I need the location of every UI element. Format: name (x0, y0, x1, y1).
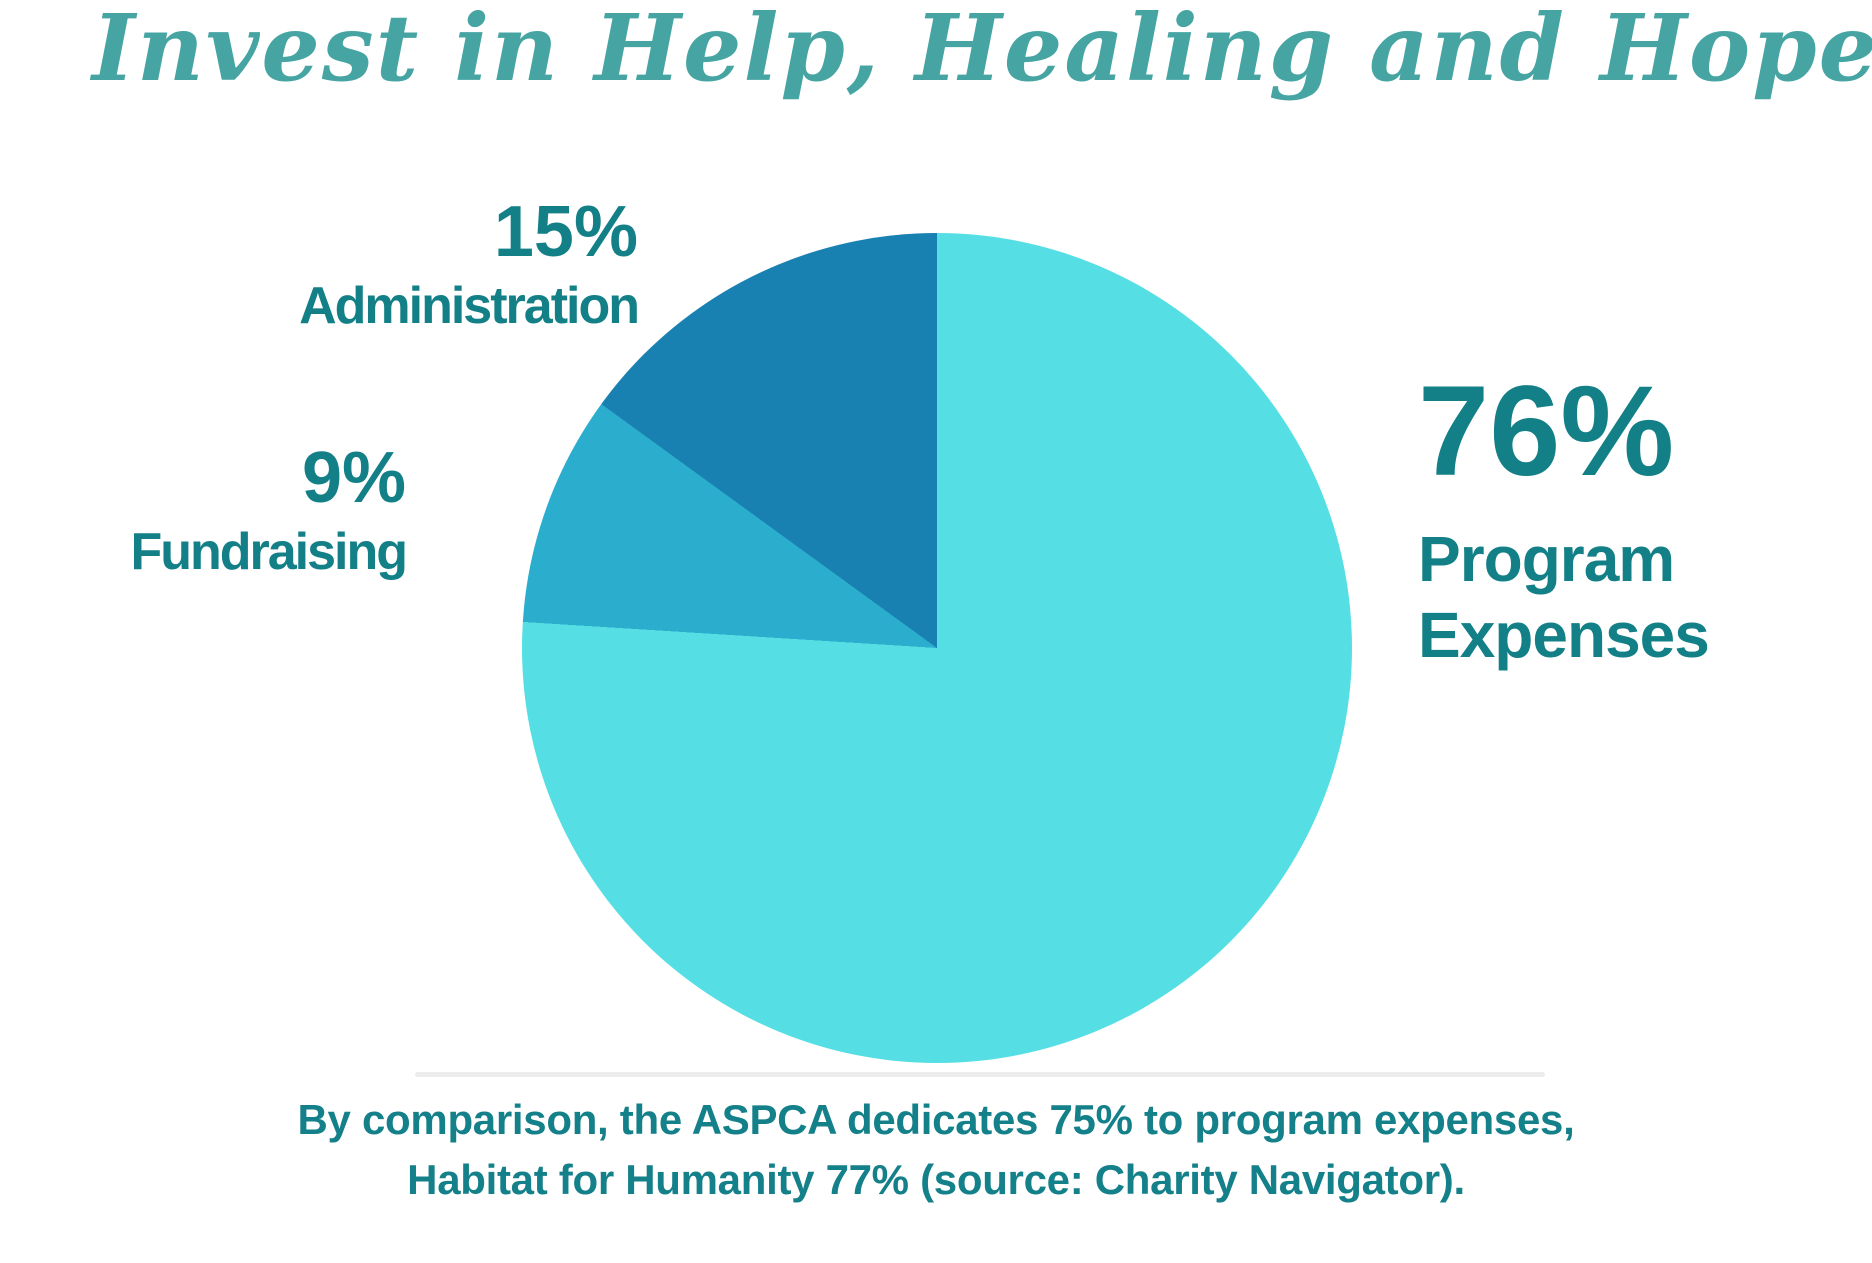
page-title: Invest in Help, Healing and Hope (92, 0, 1872, 102)
comparison-footer: By comparison, the ASPCA dedicates 75% t… (0, 1090, 1872, 1209)
program-label-line1: Program (1418, 523, 1675, 595)
callout-administration: 15% Administration (299, 192, 640, 335)
callout-program-expenses: 76% Program Expenses (1418, 360, 1710, 673)
administration-label: Administration (299, 277, 640, 335)
callout-fundraising: 9% Fundraising (130, 438, 408, 581)
footer-line2: Habitat for Humanity 77% (source: Charit… (407, 1155, 1465, 1203)
program-percent: 76% (1418, 360, 1675, 503)
fundraising-percent: 9% (301, 438, 406, 518)
pie-chart (522, 233, 1352, 1063)
administration-percent: 15% (493, 192, 638, 272)
footer-line1: By comparison, the ASPCA dedicates 75% t… (297, 1096, 1575, 1143)
divider-line (415, 1072, 1545, 1077)
fundraising-label: Fundraising (130, 523, 408, 581)
program-label-line2: Expenses (1418, 598, 1710, 671)
